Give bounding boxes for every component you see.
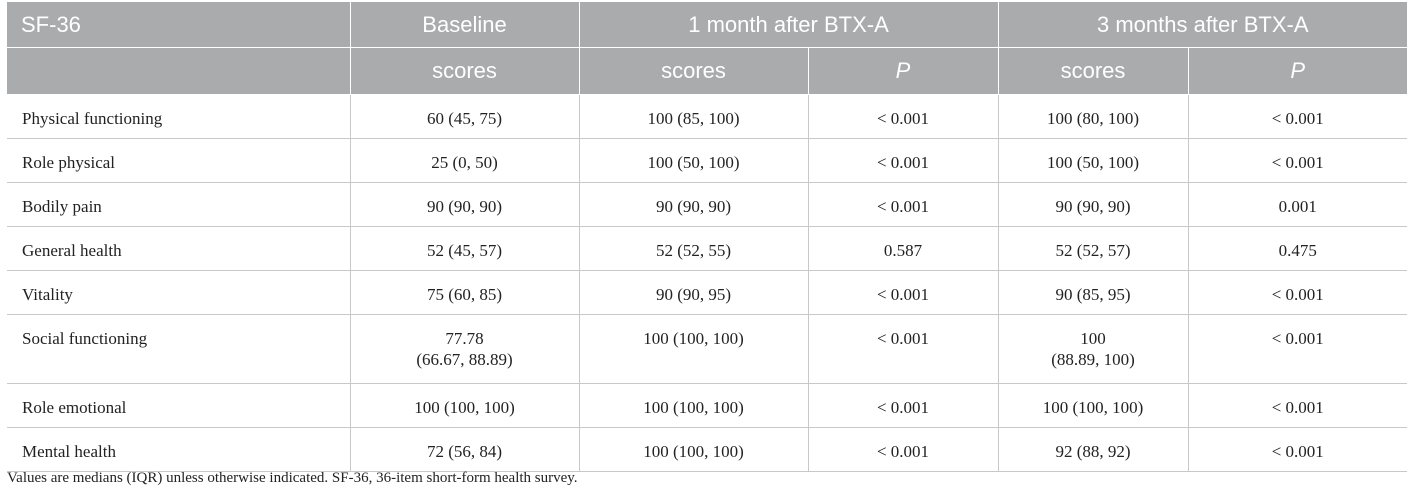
cell-3-months-scores: 52 (52, 57) (997, 226, 1189, 271)
header-1-month-scores: scores (578, 47, 808, 95)
cell-1-month-scores: 52 (52, 55) (578, 226, 809, 271)
cell-3-months-scores: 90 (90, 90) (997, 182, 1189, 227)
cell-3-months-scores-line2: (88.89, 100) (1051, 350, 1135, 369)
table-header: SF-36 Baseline 1 month after BTX-A 3 mon… (7, 2, 1407, 95)
table-row: General health 52 (45, 57) 52 (52, 55) 0… (7, 226, 1407, 271)
header-baseline-scores: scores (349, 47, 579, 95)
cell-baseline: 100 (100, 100) (349, 383, 580, 428)
cell-1-month-p: 0.587 (807, 226, 999, 271)
header-3-months-p: P (1187, 47, 1407, 95)
cell-3-months-scores: 100 (88.89, 100) (997, 314, 1189, 384)
cell-3-months-p: < 0.001 (1187, 138, 1407, 183)
header-3-months: 3 months after BTX-A (997, 2, 1407, 48)
cell-3-months-p: 0.001 (1187, 182, 1407, 227)
table-footnote: Values are medians (IQR) unless otherwis… (7, 470, 578, 486)
cell-3-months-p: 0.475 (1187, 226, 1407, 271)
cell-baseline: 25 (0, 50) (349, 138, 580, 183)
table-row: Role emotional 100 (100, 100) 100 (100, … (7, 383, 1407, 428)
cell-1-month-p: < 0.001 (807, 270, 999, 315)
cell-3-months-p: < 0.001 (1187, 94, 1407, 139)
header-sf36: SF-36 (7, 2, 350, 48)
cell-baseline-line2: (66.67, 88.89) (416, 350, 513, 369)
cell-1-month-scores: 90 (90, 90) (578, 182, 809, 227)
row-label: Social functioning (7, 314, 351, 384)
header-baseline: Baseline (349, 2, 579, 48)
cell-baseline: 52 (45, 57) (349, 226, 580, 271)
cell-3-months-scores-line1: 100 (1080, 329, 1106, 348)
cell-3-months-p: < 0.001 (1187, 314, 1407, 384)
table-container: SF-36 Baseline 1 month after BTX-A 3 mon… (7, 2, 1407, 472)
cell-1-month-p: < 0.001 (807, 182, 999, 227)
row-label: Vitality (7, 270, 351, 315)
row-label: Role emotional (7, 383, 351, 428)
cell-1-month-scores: 90 (90, 95) (578, 270, 809, 315)
cell-1-month-p: < 0.001 (807, 427, 999, 472)
cell-3-months-p: < 0.001 (1187, 270, 1407, 315)
cell-3-months-scores: 100 (50, 100) (997, 138, 1189, 183)
row-label: Bodily pain (7, 182, 351, 227)
table-row: Physical functioning 60 (45, 75) 100 (85… (7, 94, 1407, 139)
cell-1-month-p: < 0.001 (807, 94, 999, 139)
row-label: Mental health (7, 427, 351, 472)
cell-1-month-p: < 0.001 (807, 314, 999, 384)
table-row: Bodily pain 90 (90, 90) 90 (90, 90) < 0.… (7, 182, 1407, 227)
sf36-table: SF-36 Baseline 1 month after BTX-A 3 mon… (7, 2, 1407, 472)
table-body: Physical functioning 60 (45, 75) 100 (85… (7, 94, 1407, 472)
header-1-month-p: P (807, 47, 998, 95)
table-row: Social functioning 77.78 (66.67, 88.89) … (7, 314, 1407, 384)
table-row: Mental health 72 (56, 84) 100 (100, 100)… (7, 427, 1407, 472)
cell-1-month-scores: 100 (100, 100) (578, 314, 809, 384)
cell-1-month-scores: 100 (100, 100) (578, 383, 809, 428)
cell-3-months-scores: 90 (85, 95) (997, 270, 1189, 315)
header-1-month: 1 month after BTX-A (578, 2, 998, 48)
row-label: General health (7, 226, 351, 271)
cell-baseline-line1: 77.78 (445, 329, 484, 348)
row-label: Physical functioning (7, 94, 351, 139)
cell-baseline: 77.78 (66.67, 88.89) (349, 314, 580, 384)
cell-baseline: 75 (60, 85) (349, 270, 580, 315)
header-empty (7, 47, 350, 95)
cell-baseline: 72 (56, 84) (349, 427, 580, 472)
row-label: Role physical (7, 138, 351, 183)
cell-1-month-p: < 0.001 (807, 383, 999, 428)
cell-1-month-p: < 0.001 (807, 138, 999, 183)
cell-1-month-scores: 100 (85, 100) (578, 94, 809, 139)
cell-3-months-scores: 100 (100, 100) (997, 383, 1189, 428)
table-row: Role physical 25 (0, 50) 100 (50, 100) <… (7, 138, 1407, 183)
cell-3-months-p: < 0.001 (1187, 427, 1407, 472)
cell-1-month-scores: 100 (50, 100) (578, 138, 809, 183)
table-row: Vitality 75 (60, 85) 90 (90, 95) < 0.001… (7, 270, 1407, 315)
cell-3-months-p: < 0.001 (1187, 383, 1407, 428)
cell-baseline: 90 (90, 90) (349, 182, 580, 227)
cell-3-months-scores: 100 (80, 100) (997, 94, 1189, 139)
header-3-months-scores: scores (997, 47, 1188, 95)
cell-1-month-scores: 100 (100, 100) (578, 427, 809, 472)
cell-baseline: 60 (45, 75) (349, 94, 580, 139)
cell-3-months-scores: 92 (88, 92) (997, 427, 1189, 472)
